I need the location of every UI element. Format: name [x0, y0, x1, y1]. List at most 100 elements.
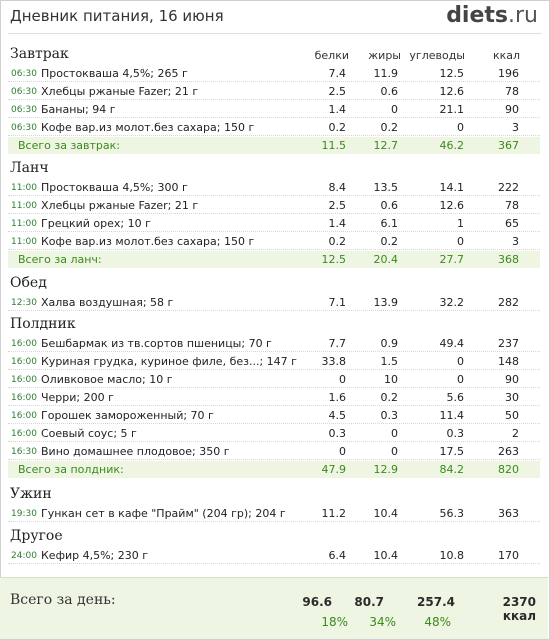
food-row[interactable]: 16:00 Куриная грудка, куриное филе, без..…: [8, 353, 540, 370]
food-row[interactable]: 06:30 Кофе вар.из молот.без сахара; 150 г…: [8, 119, 540, 136]
site-logo[interactable]: diets.ru: [446, 3, 538, 28]
day-pct-carbs: 48%: [424, 615, 451, 629]
food-time: 16:00: [11, 339, 37, 349]
meal-total-carbs: 84.2: [439, 463, 465, 476]
meal-heading: Обед: [10, 275, 47, 291]
food-name[interactable]: Хлебцы ржаные Fazer; 21 г: [41, 199, 199, 212]
food-row[interactable]: 16:00 Оливковое масло; 10 г 0 10 0 90: [8, 371, 540, 388]
food-row[interactable]: 16:00 Бешбармак из тв.сортов пшеницы; 70 …: [8, 335, 540, 352]
food-row[interactable]: 16:00 Соевый соус; 5 г 0.3 0 0.3 2: [8, 425, 540, 442]
food-kcal: 2: [512, 427, 519, 440]
food-fat: 0: [391, 427, 398, 440]
food-protein: 2.5: [328, 85, 347, 98]
meal-total-fat: 12.7: [373, 139, 399, 152]
food-row[interactable]: 11:00 Кофе вар.из молот.без сахара; 150 г…: [8, 233, 540, 250]
food-fat: 11.9: [373, 67, 399, 80]
food-carbs: 32.2: [439, 296, 465, 309]
food-protein: 7.1: [328, 296, 347, 309]
food-kcal: 3: [512, 121, 519, 134]
food-time: 11:00: [11, 237, 37, 247]
food-fat: 0: [391, 445, 398, 458]
food-name[interactable]: Черри; 200 г: [41, 391, 114, 404]
food-carbs: 17.5: [439, 445, 465, 458]
food-kcal: 263: [498, 445, 519, 458]
food-protein: 1.6: [328, 391, 347, 404]
food-row[interactable]: 11:00 Грецкий орех; 10 г 1.4 6.1 1 65: [8, 215, 540, 232]
food-name[interactable]: Вино домашнее плодовое; 350 г: [41, 445, 230, 458]
food-name[interactable]: Грецкий орех; 10 г: [41, 217, 151, 230]
meal-total-kcal: 820: [498, 463, 519, 476]
food-protein: 0: [339, 373, 346, 386]
food-time: 16:00: [11, 357, 37, 367]
meal-total-row: Всего за ланч: 12.5 20.4 27.7 368: [8, 251, 540, 268]
food-carbs: 0: [457, 235, 464, 248]
food-time: 16:00: [11, 411, 37, 421]
food-fat: 0.2: [380, 235, 399, 248]
food-name[interactable]: Кофе вар.из молот.без сахара; 150 г: [41, 235, 255, 248]
food-carbs: 10.8: [439, 549, 465, 562]
column-header-fat: жиры: [368, 49, 401, 62]
food-name[interactable]: Бананы; 94 г: [41, 103, 116, 116]
food-name[interactable]: Горошек замороженный; 70 г: [41, 409, 214, 422]
food-kcal: 78: [505, 85, 519, 98]
food-row[interactable]: 16:00 Горошек замороженный; 70 г 4.5 0.3 11.…: [8, 407, 540, 424]
day-total-panel: Всего за день: 96.6 80.7 257.4 2370 ккал…: [0, 577, 548, 639]
day-pct-fat: 34%: [369, 615, 396, 629]
food-kcal: 282: [498, 296, 519, 309]
food-carbs: 1: [457, 217, 464, 230]
food-row[interactable]: 06:30 Простокваша 4,5%; 265 г 7.4 11.9 12.5 1…: [8, 65, 540, 82]
food-carbs: 12.6: [439, 85, 465, 98]
food-time: 16:00: [11, 429, 37, 439]
food-carbs: 12.5: [439, 67, 465, 80]
food-protein: 1.4: [328, 103, 347, 116]
food-name[interactable]: Простокваша 4,5%; 265 г: [41, 67, 188, 80]
day-total-label: Всего за день:: [10, 592, 116, 608]
food-row[interactable]: 06:30 Бананы; 94 г 1.4 0 21.1 90: [8, 101, 540, 118]
food-fat: 10.4: [373, 549, 399, 562]
meal-total-fat: 20.4: [373, 253, 399, 266]
meal-total-label: Всего за завтрак:: [18, 139, 121, 152]
header-divider: [8, 33, 542, 34]
meal-total-carbs: 46.2: [439, 139, 465, 152]
food-name[interactable]: Гункан сет в кафе "Прайм" (204 гр); 204 …: [41, 507, 286, 520]
meal-total-protein: 47.9: [321, 463, 347, 476]
food-name[interactable]: Халва воздушная; 58 г: [41, 296, 174, 309]
food-kcal: 170: [498, 549, 519, 562]
meal-heading: Другое: [10, 528, 63, 544]
food-row[interactable]: 12:30 Халва воздушная; 58 г 7.1 13.9 32.2 282: [8, 294, 540, 311]
day-pct-protein: 18%: [321, 615, 348, 629]
food-row[interactable]: 11:00 Хлебцы ржаные Fazer; 21 г 2.5 0.6 12.6…: [8, 197, 540, 214]
food-kcal: 65: [505, 217, 519, 230]
food-row[interactable]: 24:00 Кефир 4,5%; 230 г 6.4 10.4 10.8 170: [8, 547, 540, 564]
meal-heading: Ланч: [10, 160, 49, 176]
food-name[interactable]: Куриная грудка, куриное филе, без...; 14…: [41, 355, 297, 368]
food-name[interactable]: Бешбармак из тв.сортов пшеницы; 70 г: [41, 337, 272, 350]
food-fat: 13.9: [373, 296, 399, 309]
food-protein: 0.2: [328, 121, 347, 134]
meal-total-fat: 12.9: [373, 463, 399, 476]
food-name[interactable]: Соевый соус; 5 г: [41, 427, 137, 440]
food-name[interactable]: Кофе вар.из молот.без сахара; 150 г: [41, 121, 255, 134]
column-header-protein: белки: [314, 49, 349, 62]
food-kcal: 148: [498, 355, 519, 368]
food-name[interactable]: Кефир 4,5%; 230 г: [41, 549, 149, 562]
food-fat: 0.9: [380, 337, 399, 350]
food-row[interactable]: 16:00 Черри; 200 г 1.6 0.2 5.6 30: [8, 389, 540, 406]
day-total-kcal: 2370 ккал: [502, 595, 536, 623]
food-row[interactable]: 11:00 Простокваша 4,5%; 300 г 8.4 13.5 14.1 2…: [8, 179, 540, 196]
food-name[interactable]: Оливковое масло; 10 г: [41, 373, 173, 386]
food-protein: 33.8: [321, 355, 347, 368]
meal-total-kcal: 367: [498, 139, 519, 152]
food-protein: 7.7: [328, 337, 347, 350]
food-carbs: 21.1: [439, 103, 465, 116]
food-protein: 7.4: [328, 67, 347, 80]
logo-tld: .ru: [508, 3, 538, 28]
food-row[interactable]: 19:30 Гункан сет в кафе "Прайм" (204 гр);…: [8, 505, 540, 522]
day-total-protein: 96.6: [302, 595, 332, 609]
food-name[interactable]: Простокваша 4,5%; 300 г: [41, 181, 188, 194]
food-protein: 1.4: [328, 217, 347, 230]
food-row[interactable]: 16:30 Вино домашнее плодовое; 350 г 0 0 17.5…: [8, 443, 540, 460]
food-row[interactable]: 06:30 Хлебцы ржаные Fazer; 21 г 2.5 0.6 12.6…: [8, 83, 540, 100]
food-name[interactable]: Хлебцы ржаные Fazer; 21 г: [41, 85, 199, 98]
food-carbs: 11.4: [439, 409, 465, 422]
